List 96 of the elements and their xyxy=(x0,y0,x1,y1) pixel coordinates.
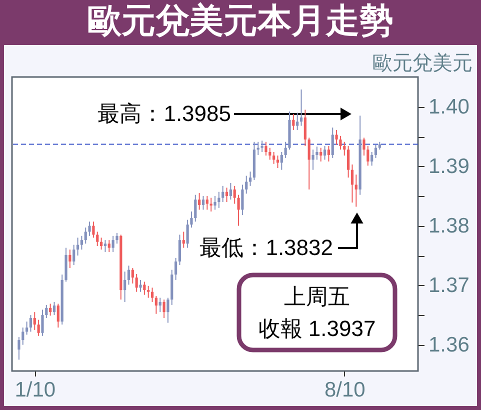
candlestick xyxy=(116,232,118,244)
candlestick xyxy=(147,285,150,298)
candlestick xyxy=(100,237,103,250)
y-tick-label: 1.39 xyxy=(428,154,470,178)
candlestick xyxy=(202,196,205,210)
candlestick xyxy=(304,109,306,147)
candlestick xyxy=(229,182,232,200)
candlestick xyxy=(280,151,283,170)
candlestick xyxy=(150,287,154,302)
candlestick xyxy=(194,194,197,222)
candlestick xyxy=(190,211,193,228)
candlestick xyxy=(72,244,76,266)
candlestick xyxy=(222,185,224,202)
candlestick xyxy=(300,89,303,126)
candlestick xyxy=(296,112,299,130)
candlestick xyxy=(135,273,138,292)
candlestick xyxy=(335,129,338,146)
candlestick xyxy=(139,279,142,292)
y-tick-label: 1.36 xyxy=(428,333,470,356)
candlestick xyxy=(276,155,280,169)
candlestick xyxy=(108,240,110,252)
candlestick xyxy=(268,147,272,160)
candlestick xyxy=(370,151,374,166)
candlestick xyxy=(68,249,72,269)
candlestick xyxy=(158,297,162,313)
candlestick xyxy=(162,299,166,319)
candlestick xyxy=(131,268,134,284)
candlestick xyxy=(124,271,126,302)
candlestick xyxy=(56,303,60,328)
candlestick xyxy=(76,237,80,256)
candlestick xyxy=(308,137,310,190)
candlestick xyxy=(112,235,114,252)
candlestick xyxy=(264,141,268,156)
candlestick xyxy=(84,227,87,244)
y-tick-label: 1.37 xyxy=(428,274,470,297)
annotation: 收報 1.3937 xyxy=(258,316,376,341)
candlestick xyxy=(343,141,346,156)
annotation: 最低：1.3832 xyxy=(200,235,333,260)
y-axis-title: 歐元兌美元 xyxy=(372,52,472,74)
candlestick xyxy=(347,146,350,178)
candlestick xyxy=(320,147,322,162)
candlestick xyxy=(127,265,130,286)
candlestick xyxy=(104,240,107,252)
candlestick xyxy=(206,196,208,210)
candlestick xyxy=(284,141,287,158)
chart-title: 歐元兌美元本月走勢 xyxy=(88,2,394,40)
candlestick xyxy=(292,113,295,130)
candlestick xyxy=(225,187,228,202)
candlestick xyxy=(88,221,91,236)
candlestick xyxy=(186,219,189,248)
candlestick xyxy=(37,319,40,336)
candlestick xyxy=(245,175,248,194)
candlestick xyxy=(350,164,354,204)
candlestick xyxy=(182,231,185,248)
candlestick xyxy=(241,184,244,216)
candlestick xyxy=(260,140,264,152)
candlestick xyxy=(312,149,314,170)
candlestick xyxy=(29,314,32,332)
candlestick xyxy=(316,146,318,160)
candlestick xyxy=(272,151,276,164)
candlestick xyxy=(154,296,158,314)
candlestick xyxy=(174,257,178,280)
candlestick xyxy=(52,301,56,316)
candlestick xyxy=(218,191,220,208)
candlestick xyxy=(178,234,182,266)
candlestick xyxy=(327,146,330,162)
candlestick xyxy=(374,144,378,158)
x-tick-label: 8/10 xyxy=(324,378,366,402)
candlestick xyxy=(362,137,366,156)
candlestick xyxy=(45,304,48,319)
candlestick xyxy=(22,327,24,346)
candlestick xyxy=(26,321,28,336)
annotation: 最高：1.3985 xyxy=(98,101,231,126)
candlestick xyxy=(366,146,370,166)
candlestick xyxy=(92,221,95,238)
candlestick xyxy=(354,174,358,208)
candlestick xyxy=(331,127,334,158)
candlestick xyxy=(49,303,52,316)
y-tick-label: 1.38 xyxy=(428,214,470,238)
candlestick xyxy=(237,194,240,226)
candlestick xyxy=(323,146,326,160)
candlestick xyxy=(33,312,36,330)
candlestick xyxy=(339,135,342,150)
candlestick xyxy=(143,281,146,296)
candlestick xyxy=(233,185,236,204)
candlestick xyxy=(41,309,44,336)
candlestick xyxy=(18,336,20,360)
y-tick-label: 1.40 xyxy=(428,95,470,118)
candlestick xyxy=(198,192,201,210)
annotation: 上周五 xyxy=(284,284,350,309)
candlestick xyxy=(166,297,170,324)
candlestick xyxy=(248,171,252,186)
candlestick xyxy=(96,231,99,247)
candlestick xyxy=(214,196,216,210)
candlestick xyxy=(80,235,83,250)
x-tick-label: 1/10 xyxy=(14,378,56,402)
